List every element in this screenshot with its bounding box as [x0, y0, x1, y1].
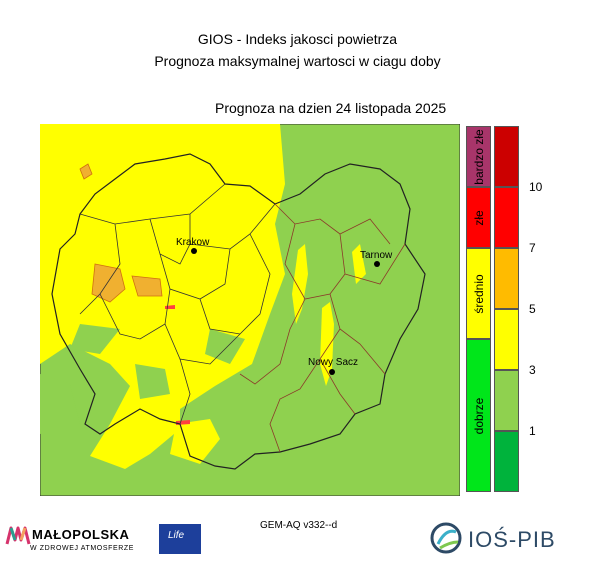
- ios-pib-logo-icon: [430, 522, 462, 554]
- ios-pib-name: IOŚ-PIB: [468, 527, 556, 552]
- malopolska-tagline: W ZDROWEJ ATMOSFERZE: [30, 545, 135, 552]
- scale-tick-1: 1: [529, 424, 536, 438]
- model-label: GEM-AQ v332--d: [260, 520, 338, 531]
- forecast-date: Prognoza na dzien 24 listopada 2025: [215, 100, 447, 116]
- good-patch-3: [40, 374, 80, 434]
- malopolska-logo-icon: [5, 526, 31, 545]
- scale-tick-3: 3: [529, 363, 536, 377]
- moderate-patch-center: [292, 244, 308, 324]
- legend-category-good: dobrze: [466, 339, 491, 492]
- district-boundaries-west: [79, 183, 276, 425]
- scale-band-7-10: [494, 187, 519, 248]
- city-marker-tarnow: [374, 261, 380, 267]
- legend-category-moderate: średnio: [466, 248, 491, 339]
- moderate-patch-east: [352, 244, 366, 284]
- city-label-krakow: Krakow: [176, 237, 210, 248]
- scale-band-1-3: [494, 370, 519, 431]
- good-patch-1: [70, 324, 120, 354]
- city-marker-nowy-sacz: [329, 369, 335, 375]
- legend-category-good-label: dobrze: [471, 397, 486, 434]
- legend-category-bad-label: złe: [471, 209, 486, 226]
- eu-life-text: Life: [168, 530, 185, 541]
- forecast-map: Krakow Tarnow Nowy Sacz: [40, 124, 460, 496]
- moderate-strip-north: [50, 164, 160, 234]
- good-patch-2: [205, 329, 245, 364]
- scale-band-3-5: [494, 309, 519, 370]
- scale-band-5-7: [494, 248, 519, 309]
- city-label-tarnow: Tarnow: [360, 250, 393, 261]
- map-title: GIOS - Indeks jakosci powietrza: [197, 31, 398, 47]
- scale-tick-5: 5: [529, 302, 536, 316]
- orange-hotspot-2: [131, 275, 163, 297]
- malopolska-name: MAŁOPOLSKA: [32, 527, 130, 542]
- voivodeship-boundary: [51, 153, 426, 470]
- good-patch-4: [135, 364, 170, 399]
- orange-hotspot-3: [79, 163, 93, 180]
- legend-category-bad: złe: [466, 187, 491, 248]
- legend-category-very-bad-label: bardzo złe: [471, 128, 486, 185]
- district-boundaries-east: [239, 203, 406, 453]
- scale-tick-7: 7: [529, 241, 536, 255]
- city-marker-krakow: [191, 248, 197, 254]
- eu-life-logo-icon: [159, 524, 201, 554]
- scale-band-0-1: [494, 431, 519, 492]
- scale-band-10-plus: [494, 126, 519, 187]
- scale-tick-10: 10: [529, 180, 543, 194]
- city-label-nowy-sacz: Nowy Sacz: [308, 357, 358, 368]
- map-subtitle: Prognoza maksymalnej wartosci w ciagu do…: [154, 53, 441, 69]
- orange-hotspot-1: [91, 263, 126, 303]
- legend-category-moderate-label: średnio: [471, 273, 486, 314]
- legend-category-very-bad: bardzo złe: [466, 126, 491, 187]
